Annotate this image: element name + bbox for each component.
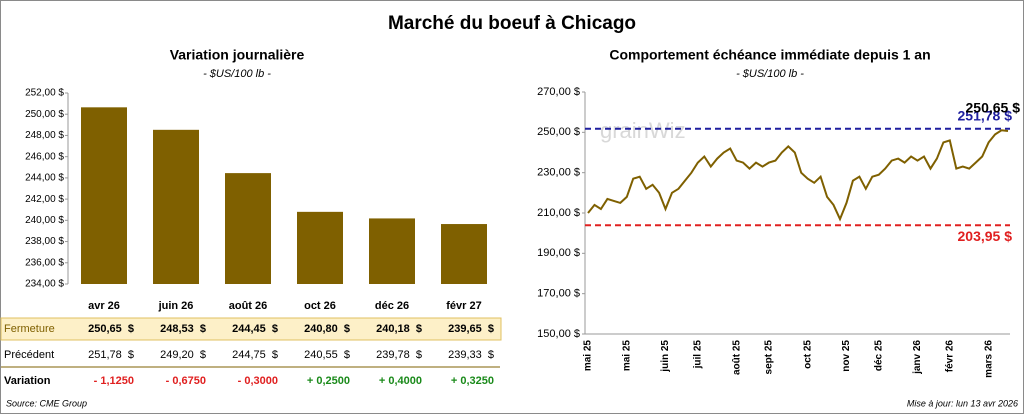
row-label: Variation (4, 375, 51, 387)
cell: 244,75 $ (232, 349, 278, 361)
x-tick-label: févr 27 (446, 300, 481, 312)
bar (225, 173, 271, 284)
source: Source: CME Group (6, 398, 87, 408)
y-tick-label: 210,00 $ (537, 207, 580, 219)
cell: 240,18 $ (376, 323, 422, 335)
x-tick-label: juil 25 (692, 340, 703, 370)
y-tick-label: 190,00 $ (537, 247, 580, 259)
x-tick-label: oct 26 (304, 300, 336, 312)
bar (441, 224, 487, 284)
watermark: grainWiz (600, 118, 686, 143)
y-tick-label: 240,00 $ (25, 215, 64, 226)
x-tick-label: sept 25 (764, 340, 775, 375)
cell: 239,33 $ (448, 349, 494, 361)
highlight-row (0, 317, 502, 341)
price-line (587, 129, 1009, 222)
y-tick-label: 150,00 $ (537, 328, 580, 340)
cell: 239,65 $ (448, 323, 494, 335)
y-tick-label: 236,00 $ (25, 257, 64, 268)
updated: Mise à jour: lun 13 avr 2026 (907, 398, 1018, 408)
row-label: Précédent (4, 349, 54, 361)
cell: 250,65 $ (88, 323, 134, 335)
annotation: 250,65 $ (966, 100, 1021, 116)
cell: 240,80 $ (304, 323, 350, 335)
cell: - 0,6750 (166, 375, 206, 387)
row-label: Fermeture (4, 323, 55, 335)
x-tick-label: mai 25 (621, 340, 632, 372)
x-tick-label: déc 25 (873, 340, 884, 372)
cell: 249,20 $ (160, 349, 206, 361)
x-tick-label: juin 25 (660, 340, 671, 373)
x-tick-label: déc 26 (375, 300, 409, 312)
y-tick-label: 250,00 $ (537, 126, 580, 138)
y-tick-label: 246,00 $ (25, 151, 64, 162)
bar-title: Variation journalière (170, 47, 305, 63)
bar (297, 211, 343, 284)
line-subtitle: - $US/100 lb - (736, 68, 804, 80)
reference-label: 203,95 $ (958, 228, 1013, 244)
y-tick-label: 250,00 $ (25, 109, 64, 120)
y-tick-label: 238,00 $ (25, 236, 64, 247)
y-tick-label: 248,00 $ (25, 130, 64, 141)
cell: - 0,3000 (238, 375, 278, 387)
bar (153, 129, 199, 284)
y-tick-label: 252,00 $ (25, 88, 64, 99)
y-tick-label: 244,00 $ (25, 173, 64, 184)
bar (369, 218, 415, 284)
y-tick-label: 170,00 $ (537, 288, 580, 300)
x-tick-label: nov 25 (841, 340, 852, 372)
y-tick-label: 234,00 $ (25, 279, 64, 290)
cell: - 1,1250 (94, 375, 134, 387)
cell: 248,53 $ (160, 323, 206, 335)
cell: 244,45 $ (232, 323, 278, 335)
cell: + 0,2500 (307, 375, 350, 387)
x-tick-label: mars 26 (983, 340, 994, 378)
bar-subtitle: - $US/100 lb - (203, 68, 271, 80)
x-tick-label: févr 26 (944, 340, 955, 373)
y-tick-label: 230,00 $ (537, 167, 580, 179)
line-title: Comportement échéance immédiate depuis 1… (609, 47, 930, 63)
x-tick-label: mai 25 (583, 340, 594, 372)
cell: 239,78 $ (376, 349, 422, 361)
bar (81, 107, 127, 284)
cell: + 0,3250 (451, 375, 494, 387)
x-tick-label: oct 25 (802, 340, 813, 369)
x-tick-label: juin 26 (158, 300, 194, 312)
x-tick-label: août 26 (229, 300, 268, 312)
x-tick-label: avr 26 (88, 300, 120, 312)
y-tick-label: 270,00 $ (537, 86, 580, 98)
cell: 251,78 $ (88, 349, 134, 361)
x-tick-label: janv 26 (912, 340, 923, 375)
y-tick-label: 242,00 $ (25, 194, 64, 205)
page-title: Marché du boeuf à Chicago (388, 13, 636, 34)
cell: + 0,4000 (379, 375, 422, 387)
cell: 240,55 $ (304, 349, 350, 361)
reference-label: 251,78 $ (958, 107, 1013, 123)
x-tick-label: août 25 (731, 340, 742, 375)
